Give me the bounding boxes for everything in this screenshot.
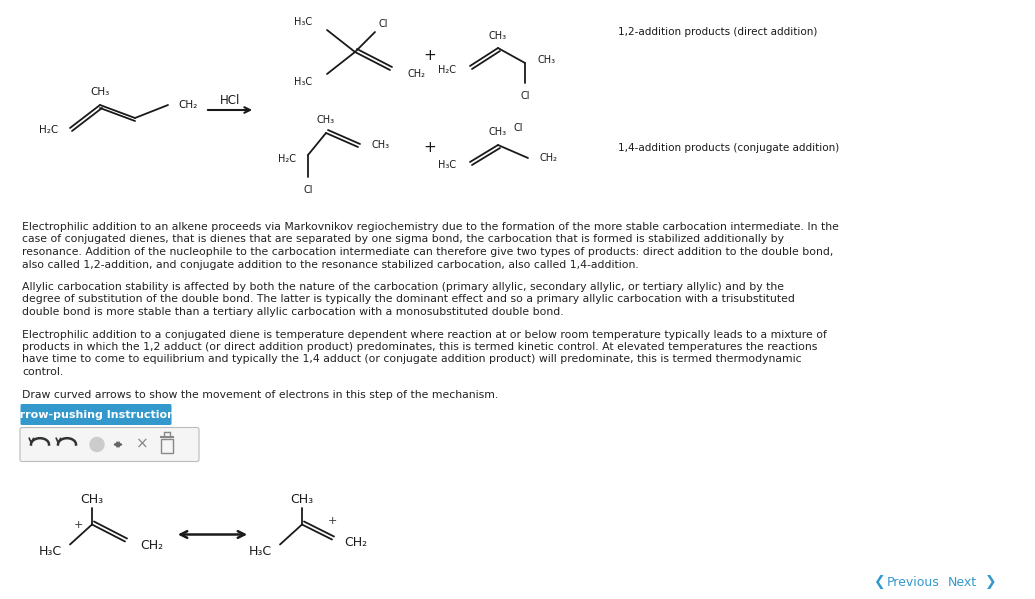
Text: ❯: ❯ [985,575,997,589]
Text: Electrophilic addition to a conjugated diene is temperature dependent where reac: Electrophilic addition to a conjugated d… [22,329,827,340]
Text: CH₃: CH₃ [90,87,110,97]
Text: CH₂: CH₂ [408,69,426,79]
Text: Cl: Cl [303,185,313,195]
Text: ×: × [136,437,148,452]
Text: double bond is more stable than a tertiary allylic carbocation with a monosubsti: double bond is more stable than a tertia… [22,307,564,317]
Text: Draw curved arrows to show the movement of electrons in this step of the mechani: Draw curved arrows to show the movement … [22,389,498,400]
Text: CH₂: CH₂ [344,536,367,549]
Text: H₃C: H₃C [294,77,312,87]
Text: H₂C: H₂C [278,154,296,164]
Text: control.: control. [22,367,63,377]
Text: +: + [423,47,437,62]
Circle shape [90,437,104,452]
Bar [161,438,173,452]
Text: Previous: Previous [887,576,940,588]
Text: Cl: Cl [521,91,530,101]
Text: CH₃: CH₃ [317,115,335,125]
Text: H₃C: H₃C [438,160,456,170]
Text: H₂C: H₂C [38,125,58,135]
Text: have time to come to equilibrium and typically the 1,4 adduct (or conjugate addi: have time to come to equilibrium and typ… [22,355,802,365]
Text: also called 1,2-addition, and conjugate addition to the resonance stabilized car: also called 1,2-addition, and conjugate … [22,259,639,270]
Text: H₃C: H₃C [248,545,272,558]
Text: H₃C: H₃C [39,545,62,558]
Text: CH₃: CH₃ [291,493,314,506]
Text: Next: Next [948,576,977,588]
Text: ❮: ❮ [874,575,885,589]
Text: CH₂: CH₂ [178,100,198,110]
Text: Electrophilic addition to an alkene proceeds via Markovnikov regiochemistry due : Electrophilic addition to an alkene proc… [22,222,839,232]
Text: CH₂: CH₂ [540,153,558,163]
Text: resonance. Addition of the nucleophile to the carbocation intermediate can there: resonance. Addition of the nucleophile t… [22,247,833,257]
Text: CH₃: CH₃ [81,493,104,506]
Text: 1,2-addition products (direct addition): 1,2-addition products (direct addition) [618,27,818,37]
Text: +: + [423,141,437,156]
Text: +: + [73,519,83,530]
Text: CH₂: CH₂ [140,539,164,552]
Text: 1,4-addition products (conjugate addition): 1,4-addition products (conjugate additio… [618,143,839,153]
Text: Arrow-pushing Instructions: Arrow-pushing Instructions [10,410,181,419]
Text: CH₃: CH₃ [489,31,507,41]
Text: degree of substitution of the double bond. The latter is typically the dominant : degree of substitution of the double bon… [22,295,795,304]
Text: products in which the 1,2 adduct (or direct addition product) predominates, this: products in which the 1,2 adduct (or dir… [22,342,818,352]
Text: CH₃: CH₃ [489,127,507,137]
Text: Allylic carbocation stability is affected by both the nature of the carbocation : Allylic carbocation stability is affecte… [22,282,783,292]
Text: Cl: Cl [378,19,388,29]
FancyBboxPatch shape [20,428,199,461]
Text: CH₃: CH₃ [538,55,556,65]
Text: Cl: Cl [513,123,523,133]
FancyBboxPatch shape [21,404,172,425]
Text: +: + [327,516,336,527]
Text: case of conjugated dienes, that is dienes that are separated by one sigma bond, : case of conjugated dienes, that is diene… [22,234,783,244]
Text: CH₃: CH₃ [371,140,389,150]
Text: H₂C: H₂C [438,65,456,75]
Text: HCl: HCl [219,93,240,107]
Text: H₃C: H₃C [294,17,312,27]
